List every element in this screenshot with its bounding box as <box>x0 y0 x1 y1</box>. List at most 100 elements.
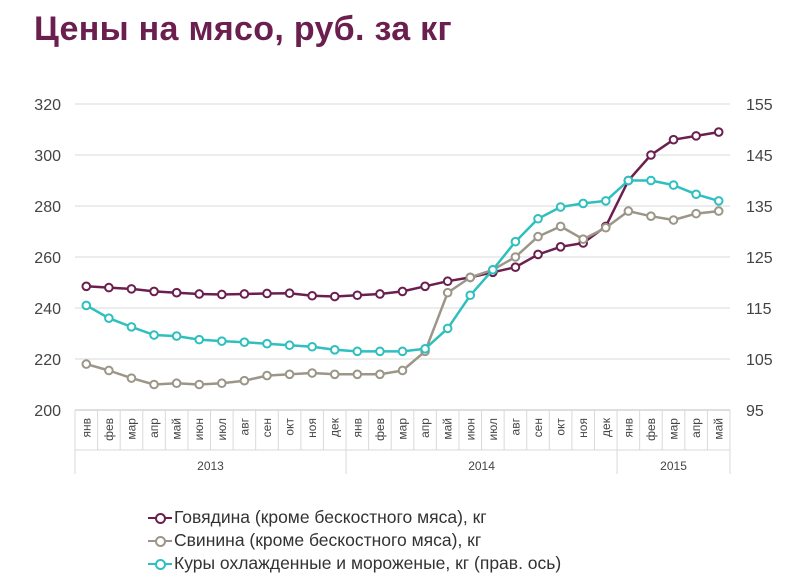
series-point-2 <box>533 213 543 224</box>
series-point-1 <box>104 365 114 376</box>
x-tick-label: май <box>712 418 726 440</box>
series-point-2 <box>284 340 295 351</box>
series-point-2 <box>668 180 679 190</box>
series-point-1 <box>442 287 453 298</box>
chart: 200 220 240 260 280 300 320 95 105 115 125 135 145 15… <box>34 97 773 474</box>
series-point-1 <box>578 234 588 244</box>
series-point-0 <box>239 289 250 299</box>
series-point-1 <box>375 369 385 380</box>
series-point-0 <box>713 127 724 137</box>
legend-label-chicken: Куры охлажденные и мороженые, кг (прав. … <box>174 553 562 573</box>
series-point-0 <box>194 289 205 299</box>
y-right-tick-label: 135 <box>746 199 773 216</box>
x-tick-label: апр <box>147 418 161 438</box>
series-point-2 <box>397 346 408 357</box>
series-point-2 <box>149 330 159 340</box>
series-point-0 <box>442 276 453 287</box>
x-tick-label: сен <box>531 418 545 437</box>
legend-label-pork: Свинина (кроме бескостного мяса), кг <box>174 530 482 550</box>
series-point-1 <box>284 369 295 380</box>
series-point-2 <box>420 344 430 354</box>
series-point-1 <box>171 378 182 389</box>
x-tick-label: июл <box>215 418 229 440</box>
x-tick-label: фев <box>373 418 387 441</box>
series-point-0 <box>329 291 340 302</box>
series-point-1 <box>262 370 272 381</box>
series-point-2 <box>375 346 385 357</box>
legend-item-chicken: Куры охлажденные и мороженые, кг (прав. … <box>148 552 561 575</box>
x-tick-label: окт <box>283 418 297 436</box>
x-tick-label: янв <box>350 418 364 438</box>
series-point-1 <box>600 222 611 233</box>
series-point-0 <box>217 289 227 300</box>
series-point-1 <box>397 365 408 376</box>
series-point-2 <box>307 341 317 352</box>
series-point-2 <box>81 300 92 311</box>
year-label: 2013 <box>197 459 224 473</box>
y-right-tick-label: 155 <box>746 97 773 114</box>
x-tick-label: мар <box>667 418 681 440</box>
legend-item-beef: Говядина (кроме бескостного мяса), кг <box>148 506 561 529</box>
series-point-0 <box>646 150 656 160</box>
x-tick-label: авг <box>508 417 522 435</box>
series-point-1 <box>81 359 92 369</box>
series-point-1 <box>352 369 363 380</box>
series-point-2 <box>329 345 340 355</box>
y-right-tick-label: 145 <box>746 148 773 165</box>
x-tick-label: фев <box>102 418 116 441</box>
series-point-2 <box>646 175 656 186</box>
series-point-1 <box>465 272 476 283</box>
year-label: 2014 <box>468 459 495 473</box>
series-point-1 <box>510 252 521 262</box>
series-point-2 <box>194 334 205 345</box>
x-tick-label: дек <box>328 417 342 437</box>
x-tick-label: окт <box>554 418 568 436</box>
x-tick-label: апр <box>689 418 703 438</box>
series-point-1 <box>623 206 634 216</box>
series-point-0 <box>420 281 430 292</box>
x-tick-label: апр <box>418 418 432 438</box>
series-point-2 <box>713 196 724 206</box>
series-point-1 <box>646 211 656 221</box>
series-point-1 <box>691 208 701 219</box>
series-point-1 <box>217 378 227 389</box>
series-point-2 <box>171 331 182 341</box>
series-point-2 <box>126 322 137 332</box>
series-point-1 <box>668 215 679 225</box>
legend-swatch-pork <box>148 534 172 548</box>
series-point-0 <box>555 242 566 252</box>
y-left-tick-label: 320 <box>34 97 61 114</box>
series-point-2 <box>691 189 701 200</box>
series-point-1 <box>149 379 159 390</box>
series-point-0 <box>126 284 137 294</box>
y-left-tick-label: 300 <box>34 148 61 165</box>
x-tick-label: мар <box>124 418 138 440</box>
series-point-0 <box>533 249 543 260</box>
x-tick-label: ноя <box>305 418 319 438</box>
series-point-0 <box>262 288 272 299</box>
legend-label-beef: Говядина (кроме бескостного мяса), кг <box>174 507 487 527</box>
y-left-tick-label: 200 <box>34 403 61 420</box>
legend: Говядина (кроме бескостного мяса), кг Св… <box>148 506 561 575</box>
series-point-0 <box>149 286 159 297</box>
x-tick-label: июн <box>463 418 477 440</box>
series-point-0 <box>668 134 679 145</box>
x-tick-label: июн <box>192 418 206 440</box>
x-tick-label: май <box>441 418 455 440</box>
x-tick-label: авг <box>237 417 251 435</box>
x-tick-label: янв <box>621 418 635 438</box>
x-tick-label: май <box>170 418 184 440</box>
series-point-2 <box>488 264 498 275</box>
series-point-0 <box>375 289 385 299</box>
x-tick-label: июл <box>486 418 500 440</box>
series-point-1 <box>239 375 250 386</box>
series-point-2 <box>217 336 227 346</box>
y-right-tick-label: 105 <box>746 352 773 369</box>
series-point-1 <box>194 379 205 390</box>
series-point-1 <box>555 221 566 232</box>
y-right-tick-label: 115 <box>746 301 772 318</box>
legend-swatch-beef <box>148 511 172 525</box>
y-right-tick-label: 125 <box>746 250 773 267</box>
series-point-0 <box>284 288 295 299</box>
y-left-tick-label: 280 <box>34 199 61 216</box>
